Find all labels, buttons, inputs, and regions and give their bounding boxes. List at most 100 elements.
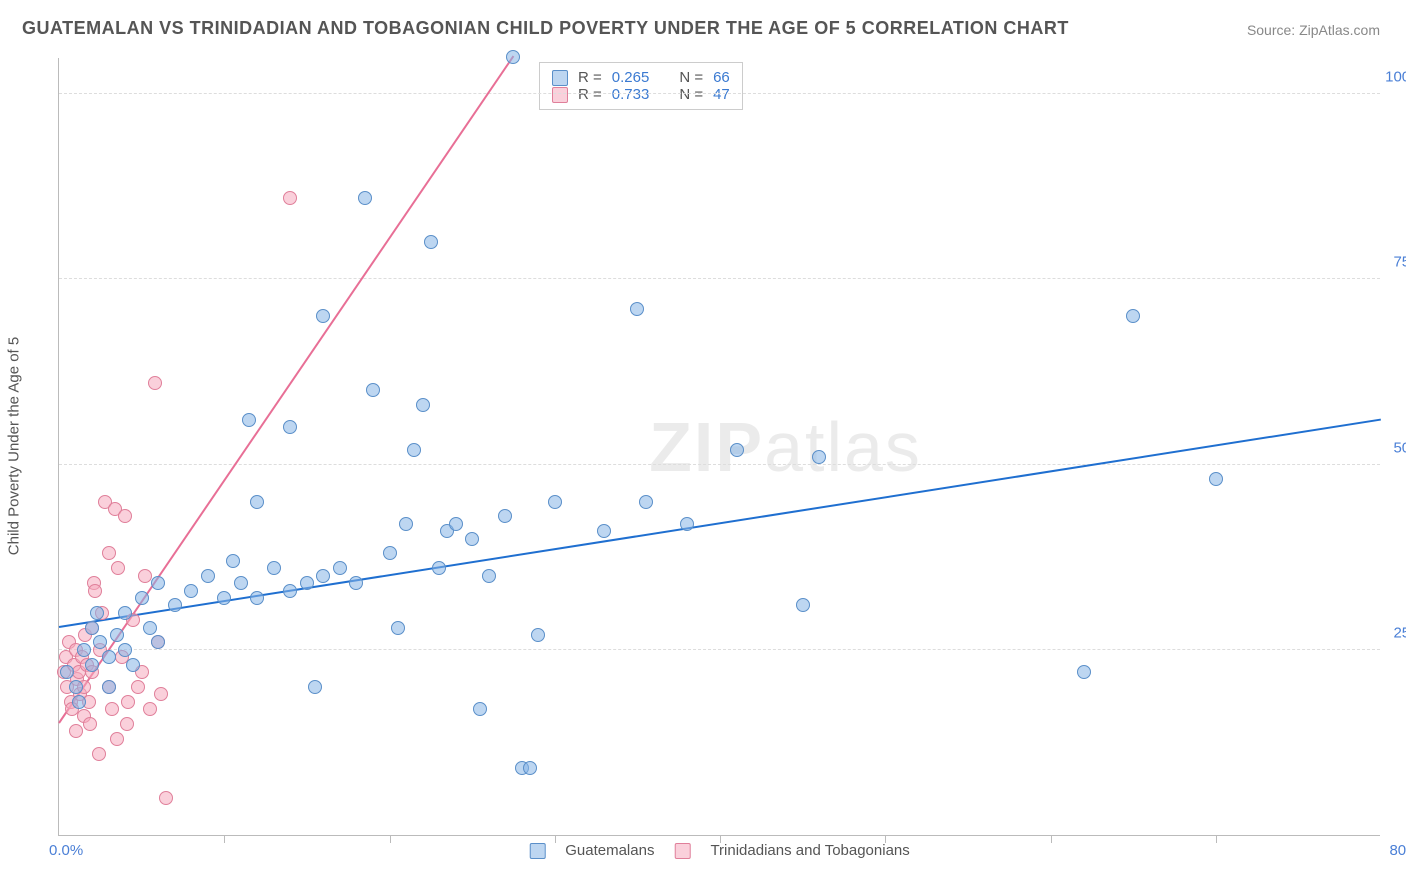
x-tick [885, 835, 886, 843]
blue-point [60, 665, 74, 679]
pink-point [154, 687, 168, 701]
x-tick-80: 80.0% [1389, 842, 1406, 859]
blue-point [118, 643, 132, 657]
blue-point [680, 517, 694, 531]
blue-point [85, 658, 99, 672]
blue-point [143, 621, 157, 635]
blue-point [300, 576, 314, 590]
stats-row-pink: R = 0.733 N = 47 [552, 86, 730, 103]
blue-point [730, 443, 744, 457]
pink-point [105, 702, 119, 716]
blue-point [90, 606, 104, 620]
y-tick-label: 50.0% [1393, 439, 1406, 456]
blue-point [465, 532, 479, 546]
gridline [59, 649, 1380, 650]
blue-point [234, 576, 248, 590]
blue-point [308, 680, 322, 694]
pink-point [92, 747, 106, 761]
blue-point [151, 635, 165, 649]
blue-point [110, 628, 124, 642]
stats-legend: R = 0.265 N = 66 R = 0.733 N = 47 [539, 62, 743, 110]
pink-point [102, 546, 116, 560]
x-tick [555, 835, 556, 843]
blue-point [151, 576, 165, 590]
pink-point [159, 791, 173, 805]
blue-point [77, 643, 91, 657]
blue-point [72, 695, 86, 709]
source-attribution: Source: ZipAtlas.com [1247, 22, 1380, 38]
blue-point [102, 680, 116, 694]
blue-point [597, 524, 611, 538]
blue-point [226, 554, 240, 568]
pink-point [148, 376, 162, 390]
blue-point [498, 509, 512, 523]
blue-point [1209, 472, 1223, 486]
blue-point [358, 191, 372, 205]
blue-point [201, 569, 215, 583]
blue-point [812, 450, 826, 464]
blue-point [69, 680, 83, 694]
y-tick-label: 100.0% [1385, 69, 1406, 86]
blue-point [316, 569, 330, 583]
swatch-pink-icon [552, 87, 568, 103]
pink-point [121, 695, 135, 709]
series-legend: Guatemalans Trinidadians and Tobagonians [529, 842, 910, 859]
blue-point [250, 495, 264, 509]
x-tick [1051, 835, 1052, 843]
blue-point [506, 50, 520, 64]
pink-point [83, 717, 97, 731]
blue-point [1126, 309, 1140, 323]
legend-swatch-pink-icon [674, 843, 690, 859]
blue-point [366, 383, 380, 397]
blue-point [432, 561, 446, 575]
blue-point [424, 235, 438, 249]
blue-point [168, 598, 182, 612]
gridline [59, 278, 1380, 279]
blue-point [333, 561, 347, 575]
gridline [59, 464, 1380, 465]
blue-point [523, 761, 537, 775]
legend-swatch-blue-icon [529, 843, 545, 859]
blue-point [85, 621, 99, 635]
blue-point [531, 628, 545, 642]
blue-point [391, 621, 405, 635]
pink-point [120, 717, 134, 731]
y-tick-label: 75.0% [1393, 254, 1406, 271]
blue-point [118, 606, 132, 620]
blue-point [283, 420, 297, 434]
blue-point [316, 309, 330, 323]
blue-point [283, 584, 297, 598]
y-tick-label: 25.0% [1393, 624, 1406, 641]
blue-point [639, 495, 653, 509]
chart-title: GUATEMALAN VS TRINIDADIAN AND TOBAGONIAN… [22, 18, 1069, 39]
legend-label-pink: Trinidadians and Tobagonians [710, 842, 909, 859]
blue-point [93, 635, 107, 649]
watermark: ZIPatlas [649, 407, 922, 487]
blue-point [184, 584, 198, 598]
pink-point [131, 680, 145, 694]
chart-container: GUATEMALAN VS TRINIDADIAN AND TOBAGONIAN… [0, 0, 1406, 892]
x-tick [1216, 835, 1217, 843]
blue-point [407, 443, 421, 457]
x-tick [224, 835, 225, 843]
blue-point [473, 702, 487, 716]
blue-point [482, 569, 496, 583]
blue-point [349, 576, 363, 590]
blue-point [796, 598, 810, 612]
blue-point [135, 591, 149, 605]
pink-point [111, 561, 125, 575]
blue-point [416, 398, 430, 412]
blue-point [630, 302, 644, 316]
blue-point [1077, 665, 1091, 679]
blue-point [399, 517, 413, 531]
blue-point [548, 495, 562, 509]
plot-area: ZIPatlas R = 0.265 N = 66 R = 0.733 N = … [58, 58, 1380, 836]
blue-point [242, 413, 256, 427]
blue-point [383, 546, 397, 560]
legend-label-blue: Guatemalans [565, 842, 654, 859]
stats-row-blue: R = 0.265 N = 66 [552, 69, 730, 86]
blue-point [126, 658, 140, 672]
pink-point [118, 509, 132, 523]
pink-point [69, 724, 83, 738]
pink-point [110, 732, 124, 746]
